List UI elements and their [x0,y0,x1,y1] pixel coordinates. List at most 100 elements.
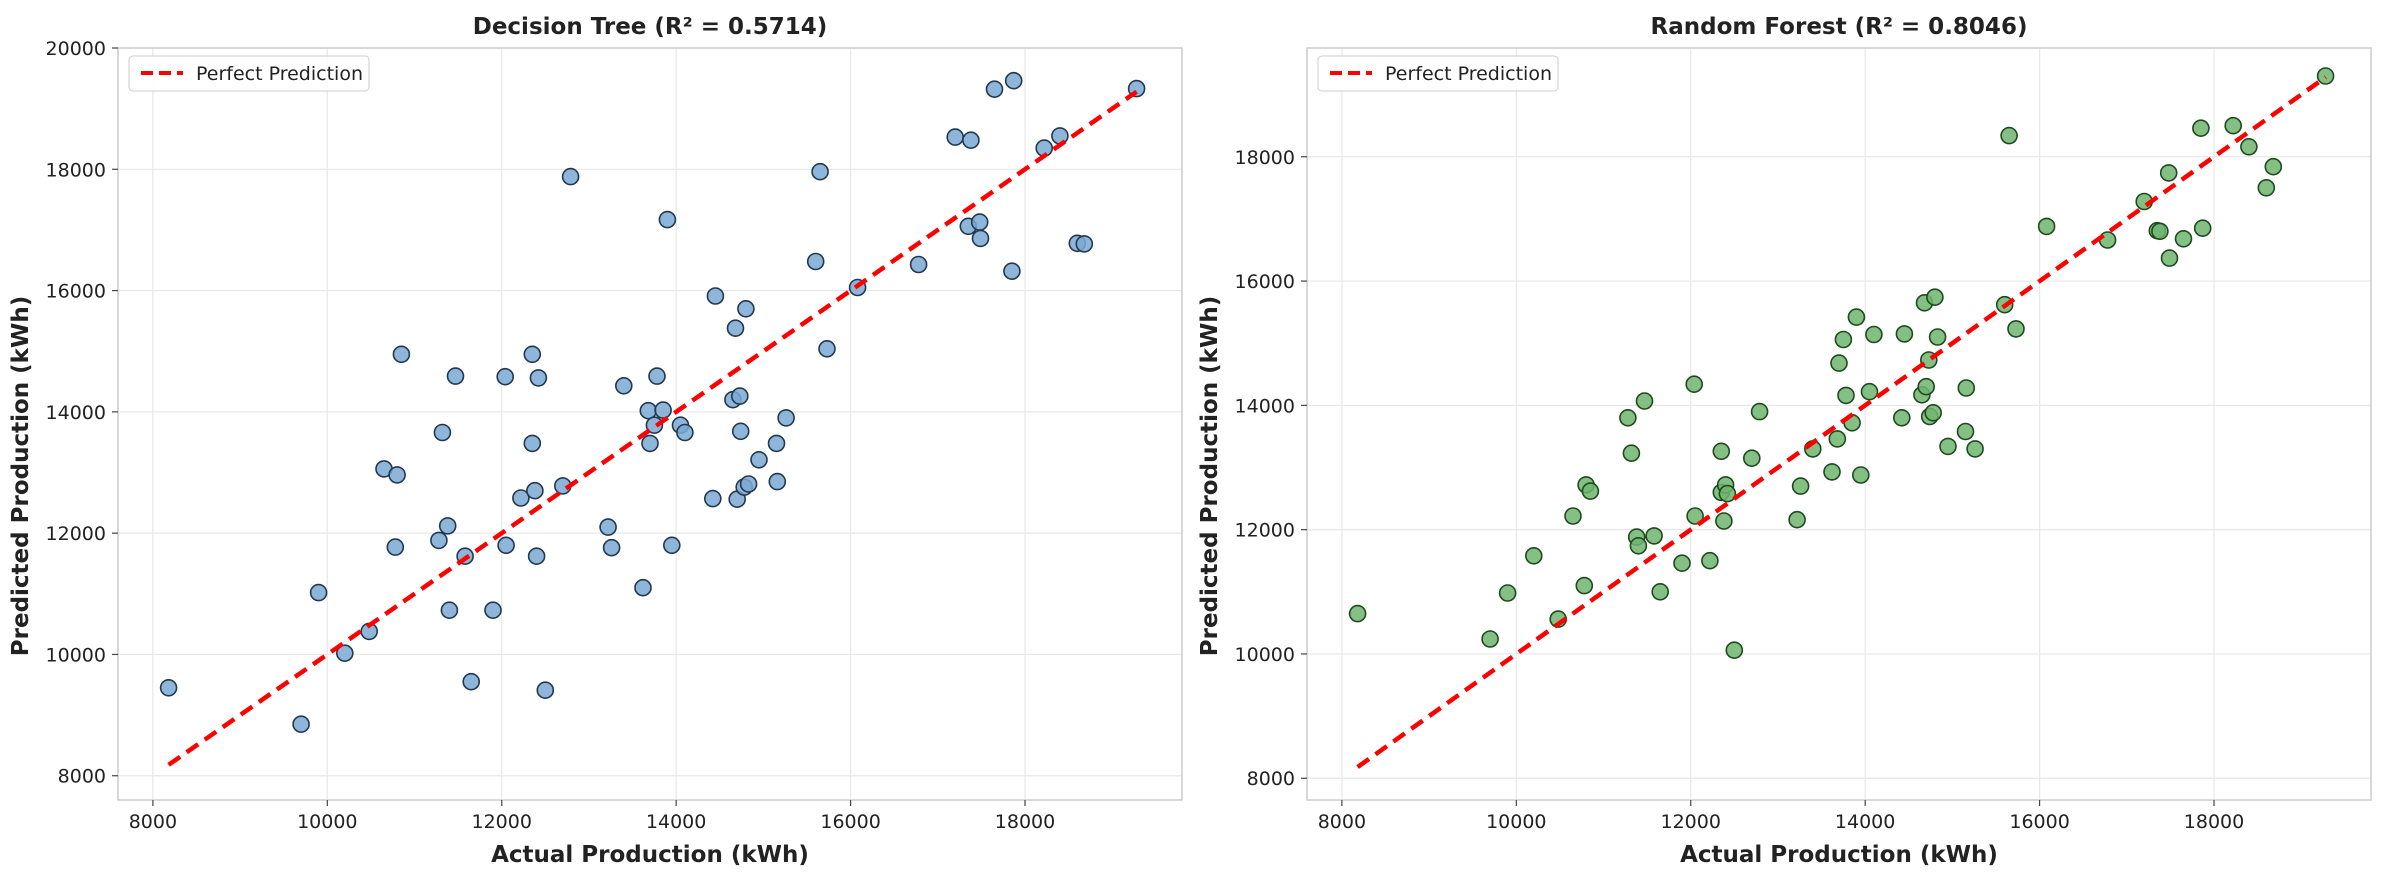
data-point [1348,604,1367,623]
data-point [526,481,544,500]
legend-label: Perfect Prediction [196,63,363,85]
data-point [970,213,989,231]
data-point [2151,222,2169,241]
data-point [1581,482,1600,500]
data-point [335,644,354,663]
data-point [309,583,328,602]
data-point [1635,392,1654,410]
data-point [768,472,787,491]
y-tick-label: 20000 [46,38,106,60]
data-point [1498,584,1517,602]
data-point [1629,536,1648,555]
data-point [1966,440,1984,458]
data-point [648,367,666,385]
data-point [1725,641,1744,660]
legend: Perfect Prediction [1317,55,1559,92]
data-point [430,531,448,550]
perfect-prediction-line [1356,75,2327,769]
data-point [2240,138,2258,156]
data-point [962,131,980,149]
data-point [386,538,405,556]
y-tick-label: 16000 [46,281,106,303]
y-tick-label: 18000 [1235,147,1295,169]
data-point [1003,262,1021,281]
data-point [1712,442,1731,461]
decision-tree-panel: Decision Tree (R² = 0.5714) Actual Produ… [8,14,1183,868]
data-point [2160,249,2179,267]
data-point [1917,377,1935,396]
y-tick-label: 12000 [46,523,106,545]
data-point [1865,325,1883,344]
data-point [737,299,755,318]
data-point [2037,217,2056,236]
y-tick-label: 8000 [58,766,106,788]
data-point [1823,463,1841,481]
data-point [292,715,310,734]
data-point [561,167,580,186]
data-point [662,536,681,555]
data-point [1957,379,1976,397]
data-point [1924,403,1942,422]
x-tick-label: 14000 [646,811,706,833]
data-point [527,547,546,566]
data-point [438,517,457,535]
data-point [2264,157,2283,176]
data-point [971,229,990,248]
data-point [1788,510,1806,529]
data-point [1564,507,1582,525]
data-point [818,339,836,358]
x-tick-label: 18000 [2184,811,2244,833]
data-point [806,252,825,271]
data-point [703,489,722,508]
y-tick-label: 10000 [46,644,106,666]
data-point [2159,164,2178,182]
x-tick-label: 12000 [472,811,532,833]
data-point [730,387,749,405]
y-tick-label: 14000 [1235,395,1295,417]
random-forest-panel: Random Forest (R² = 0.8046) Actual Produ… [1197,14,2372,868]
data-point [1619,408,1637,427]
data-point [676,423,694,442]
data-point [512,489,530,507]
x-tick-label: 14000 [1835,811,1895,833]
plot-frame [117,47,1183,801]
data-point [599,518,617,536]
data-point [1075,235,1094,253]
data-point [1830,354,1848,372]
data-point [392,345,411,364]
data-point [433,423,452,442]
data-point [614,376,633,395]
data-point [1834,330,1853,349]
data-point [2174,230,2193,248]
data-point [1715,512,1733,530]
data-point [2316,67,2335,85]
data-point [1686,507,1704,525]
data-point [1928,328,1947,346]
data-point [1718,484,1737,503]
data-point [767,434,786,453]
y-axis-label: Predicted Production (kWh) [8,296,34,656]
data-point [1926,288,1944,307]
y-tick-label: 14000 [46,402,106,424]
data-point [1847,308,1866,326]
data-point [1004,71,1023,90]
data-point [1701,551,1719,570]
chart-title: Random Forest (R² = 0.8046) [1651,14,2028,40]
data-point [2000,126,2018,145]
x-tick-label: 10000 [1486,811,1546,833]
data-point [1956,422,1975,441]
data-point [523,345,542,364]
data-point [777,409,795,427]
x-tick-label: 8000 [1318,811,1366,833]
legend-box [1317,55,1559,92]
data-point [1791,477,1810,495]
data-point [731,422,750,441]
data-point [909,255,928,274]
data-point [2007,320,2025,338]
x-tick-label: 12000 [1661,811,1721,833]
data-point [523,434,542,453]
data-point [1895,325,1914,343]
y-tick-label: 18000 [46,159,106,181]
